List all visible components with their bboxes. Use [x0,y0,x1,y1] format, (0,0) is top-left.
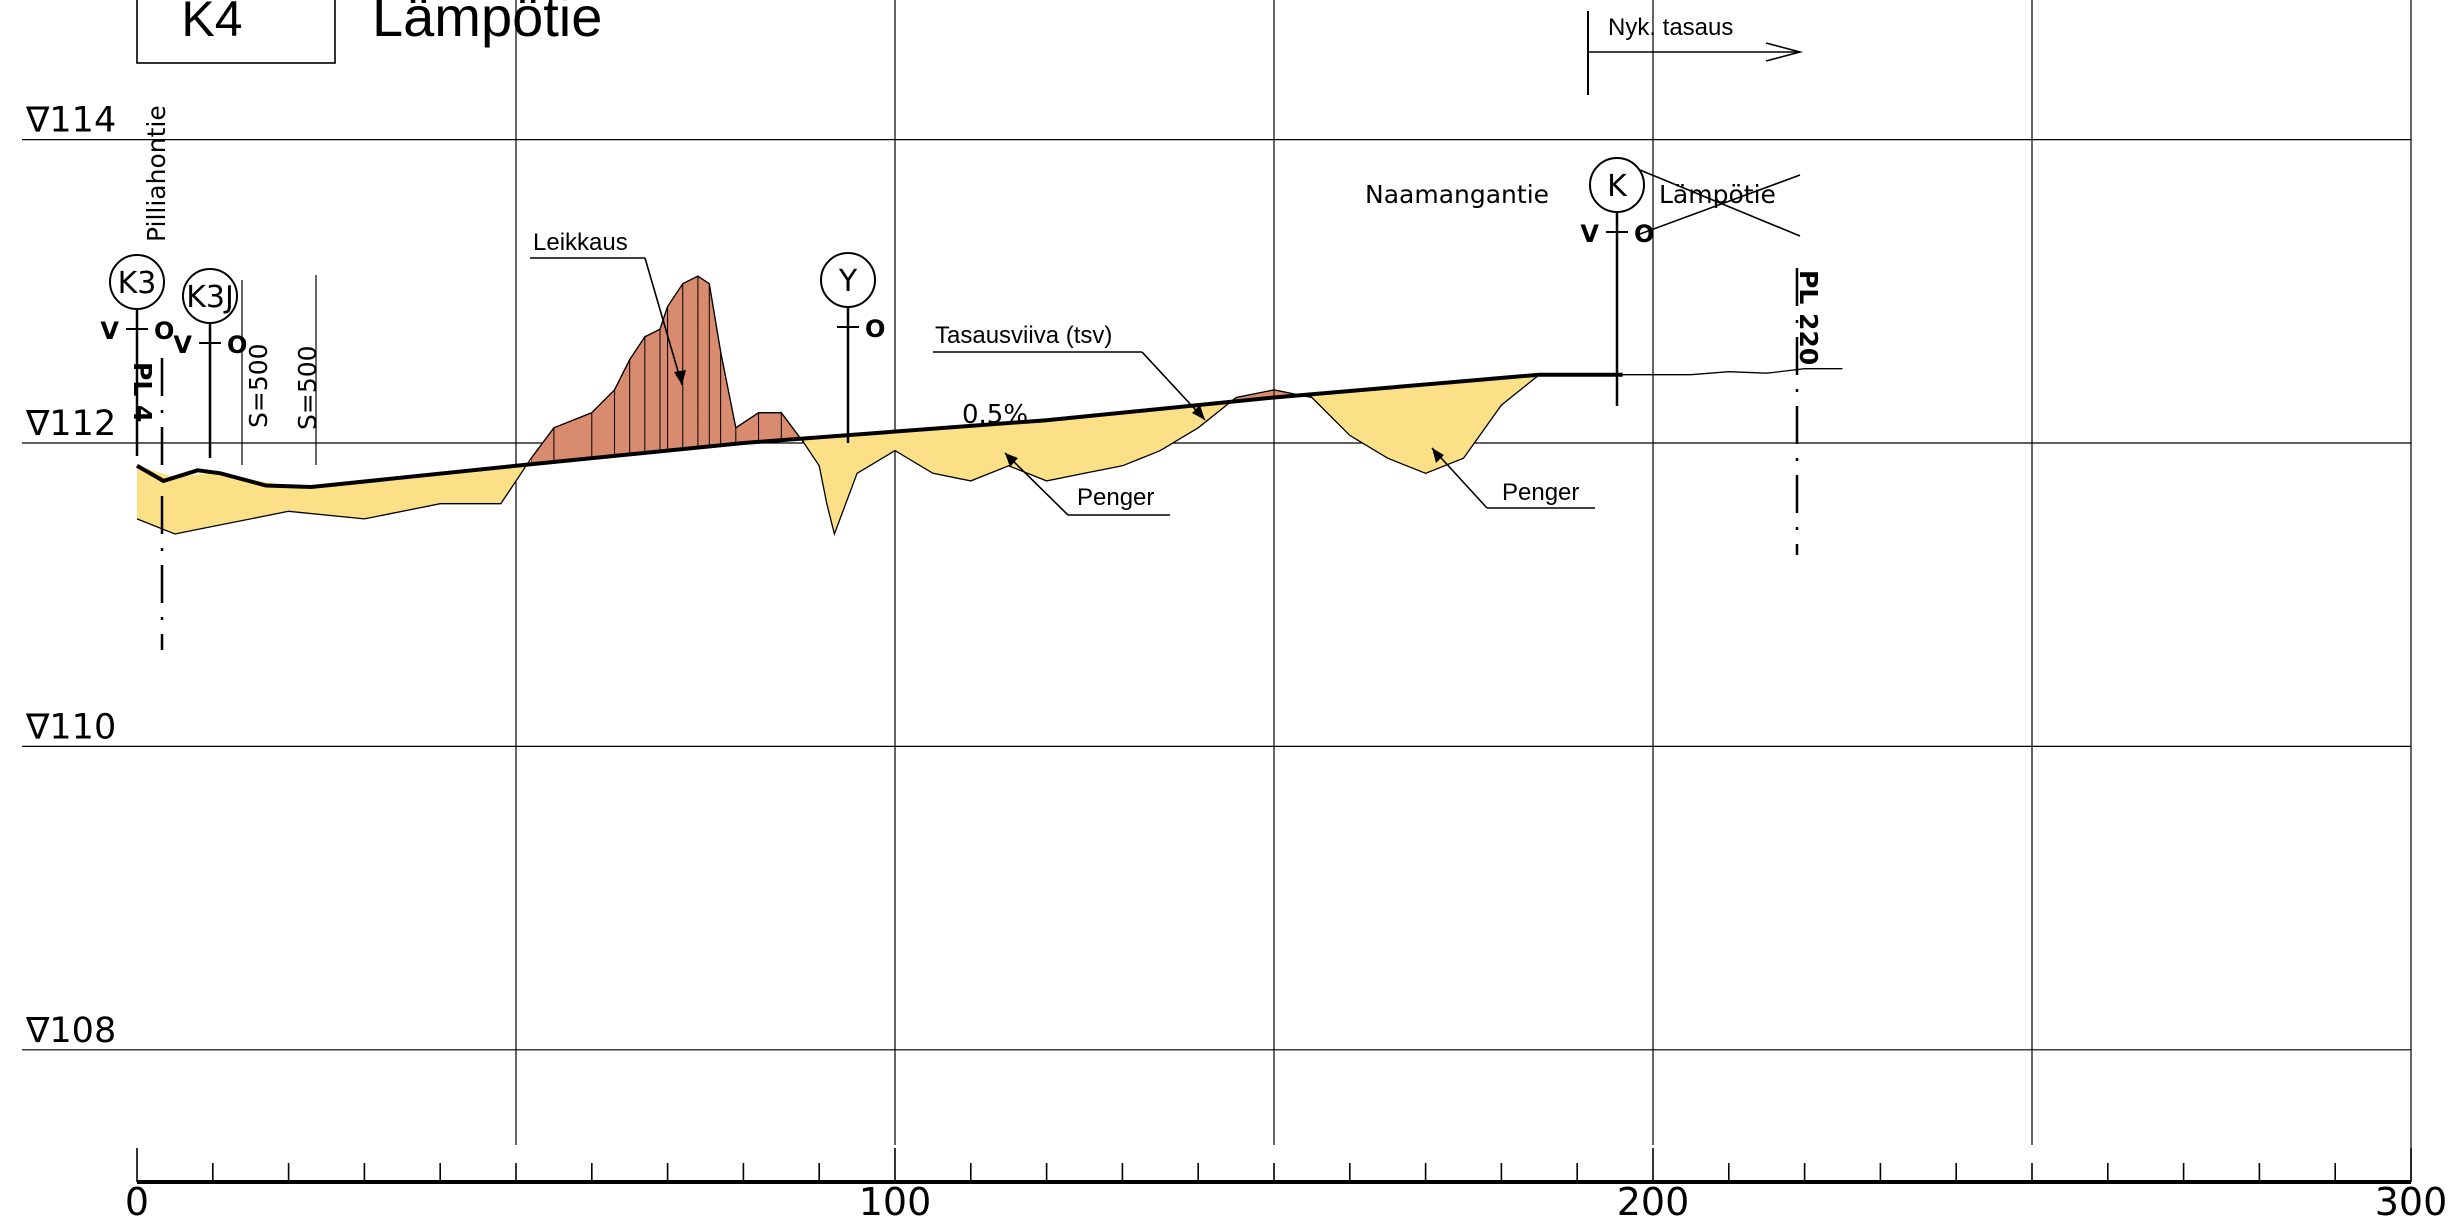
junction-symbol: K3 [118,266,157,301]
crossing-road-2: Naamangantie [1365,180,1549,209]
grid [22,0,2412,1182]
junction-side-right: O [1634,220,1654,248]
crossing-road-1: Pilliahontie [142,105,171,242]
elevation-label: ∇114 [25,101,116,141]
junction-symbol: Y [838,264,858,299]
elevation-label: ∇112 [25,404,116,444]
elevation-labels: ∇116∇114∇112∇110∇108 [25,101,116,1051]
grade-line-label: Tasausviiva (tsv) [935,322,1112,349]
fill-label-1: Penger [1077,484,1154,511]
station-end-label: PL 220 [1794,270,1823,365]
crossed-out-mark [1639,169,1801,237]
fill-label-1-group: Penger [1004,452,1170,516]
station-start-marker: PL 4 [128,358,164,650]
elevation-label: ∇108 [25,1011,116,1051]
section-title: Lämpötie [372,0,602,48]
junction-side-left: V [1580,220,1599,248]
grade-line-label-group: Tasausviiva (tsv) [933,322,1206,421]
junction-side-right: O [865,315,885,343]
junction-marker: KV O [1580,157,1654,406]
curve-radius-2: S=500 [293,345,322,430]
existing-ground-line [136,275,1843,537]
fill-label-2: Penger [1502,479,1579,506]
section-code: K4 [181,0,242,47]
section-code-box [136,0,336,64]
scale-label: 200 [1617,1180,1690,1224]
scale-label: 300 [2375,1180,2448,1224]
junction-symbol: K3J [186,280,234,315]
junction-side-right: O [154,317,174,345]
junction-side-right: O [227,331,247,359]
fill-label-2-group: Penger [1431,447,1595,509]
scale-label: 100 [859,1180,932,1224]
junction-marker: K3 V O [100,254,174,456]
junction-symbol: K [1607,169,1628,204]
junction-marker: YO [820,252,885,443]
scale-label: 0 [125,1180,149,1224]
junction-side-left: V [173,331,192,359]
station-end-marker: PL 220 [1794,268,1823,555]
design-grade-line [136,372,1623,490]
station-start-label: PL 4 [128,362,157,422]
distance-scale: 0 100 200 300 [125,1148,2447,1224]
existing-grade-label: Nyk. tasaus [1608,14,1733,41]
junction-side-left: V [100,317,119,345]
curve-radius-1: S=500 [244,343,273,428]
cut-label: Leikkaus [533,229,628,256]
existing-grade-indicator: Nyk. tasaus [1587,11,1804,95]
cut-label-group: Leikkaus [530,229,686,386]
fill-area [137,374,1623,535]
crossing-road-3: Lämpötie [1659,180,1776,209]
grade-percent-label: 0.5% [962,400,1028,430]
junction-marker: K3J V O [173,268,247,458]
elevation-label: ∇110 [25,707,116,747]
